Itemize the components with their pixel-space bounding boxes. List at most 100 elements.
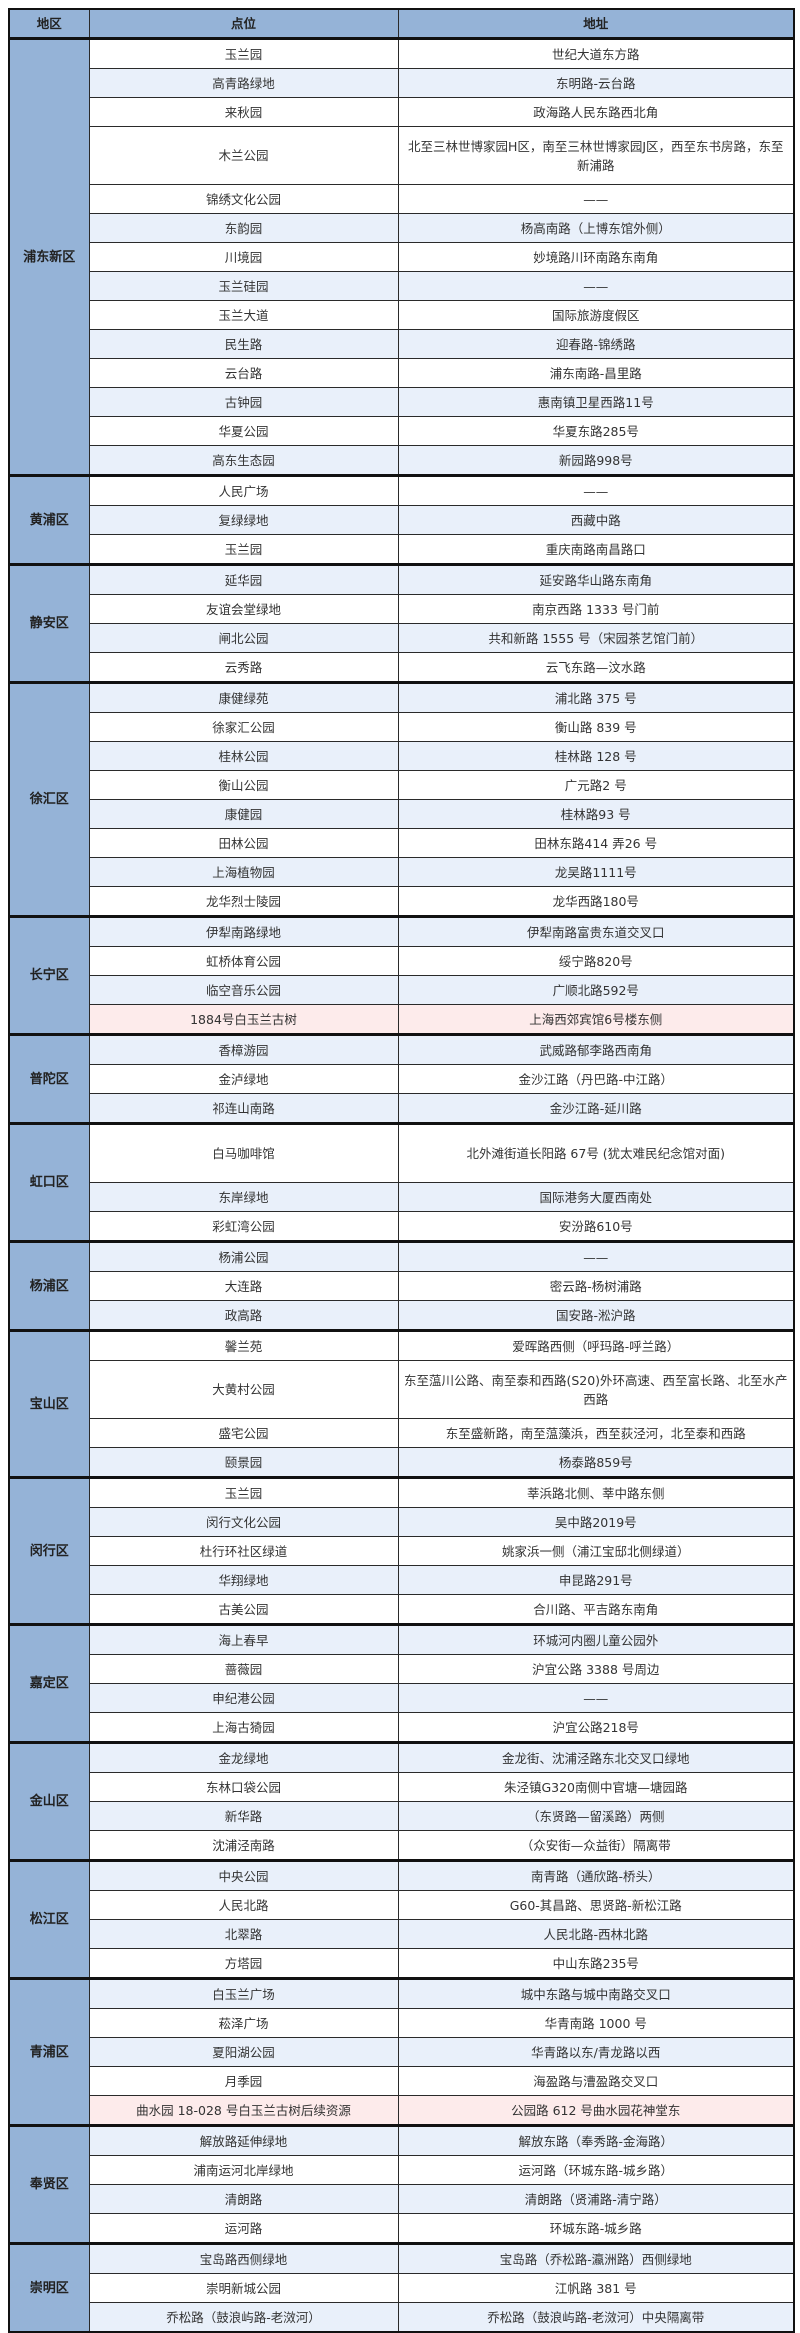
table-row: 华夏公园 华夏东路285号 xyxy=(9,416,795,446)
table-row: 东韵园 杨高南路（上博东馆外侧） xyxy=(9,213,795,243)
point-cell: 虹桥体育公园 xyxy=(88,946,399,976)
point-cell: 清朗路 xyxy=(88,2184,399,2214)
address-cell: 桂林路 128 号 xyxy=(397,741,795,771)
address-cell: 伊犁南路富贵东道交叉口 xyxy=(397,915,795,947)
address-cell: 东至蕰川公路、南至泰和西路(S20)外环高速、西至富长路、北至水产西路 xyxy=(397,1360,795,1419)
address-cell: 惠南镇卫星西路11号 xyxy=(397,387,795,417)
table-row: 北翠路 人民北路-西林北路 xyxy=(9,1919,795,1949)
point-cell: 香樟游园 xyxy=(88,1033,399,1065)
point-cell: 衡山公园 xyxy=(88,770,399,800)
address-cell: （东贤路—留溪路）两侧 xyxy=(397,1801,795,1831)
address-cell: —— xyxy=(397,271,795,301)
point-cell: 馨兰苑 xyxy=(88,1329,399,1361)
header-region: 地区 xyxy=(8,8,90,40)
table-body: 浦东新区 玉兰园 世纪大道东方路 高青路绿地 东明路-云台路 来秋园 政海路人民东路西北角木… xyxy=(8,38,795,2333)
point-cell: 沈浦泾南路 xyxy=(88,1830,399,1861)
table-row: 新华路 （东贤路—留溪路）两侧 xyxy=(9,1801,795,1831)
address-cell: 环城东路-城乡路 xyxy=(397,2213,795,2244)
region-cell: 黄浦区 xyxy=(8,474,90,565)
point-cell: 杨浦公园 xyxy=(88,1240,399,1272)
point-cell: 临空音乐公园 xyxy=(88,975,399,1005)
point-cell: 桂林公园 xyxy=(88,741,399,771)
address-cell: 迎春路-锦绣路 xyxy=(397,329,795,359)
table-row: 高东生态园 新园路998号 xyxy=(9,445,795,476)
table-row: 康健园 桂林路93 号 xyxy=(9,799,795,829)
point-cell: 人民广场 xyxy=(88,474,399,506)
point-cell: 高青路绿地 xyxy=(88,68,399,98)
point-cell: 伊犁南路绿地 xyxy=(88,915,399,947)
point-cell: 古美公园 xyxy=(88,1594,399,1625)
point-cell: 中央公园 xyxy=(88,1859,399,1891)
table-row: 崇明新城公园 江帆路 381 号 xyxy=(9,2273,795,2303)
point-cell: 乔松路（鼓浪屿路-老滧河） xyxy=(88,2302,399,2333)
region-cell: 长宁区 xyxy=(8,915,90,1035)
point-cell: 政高路 xyxy=(88,1300,399,1331)
address-cell: 浦东南路-昌里路 xyxy=(397,358,795,388)
address-cell: 中山东路235号 xyxy=(397,1948,795,1979)
point-cell: 崇明新城公园 xyxy=(88,2273,399,2303)
table-row: 玉兰大道 国际旅游度假区 xyxy=(9,300,795,330)
address-cell: 人民北路-西林北路 xyxy=(397,1919,795,1949)
table-row: 奉贤区 解放路延伸绿地 解放东路（奉秀路-金海路） xyxy=(8,2124,795,2244)
table-row: 月季园 海盈路与漕盈路交叉口 xyxy=(9,2066,795,2096)
address-cell: 莘浜路北侧、莘中路东侧 xyxy=(397,1476,795,1508)
point-cell: 夏阳湖公园 xyxy=(88,2037,399,2067)
table-row: 嘉定区 海上春早 环城河内圈儿童公园外 xyxy=(8,1623,795,1743)
address-cell: 华夏东路285号 xyxy=(397,416,795,446)
table-row: 大黄村公园 东至蕰川公路、南至泰和西路(S20)外环高速、西至富长路、北至水产西路 xyxy=(9,1360,795,1419)
table-row: 上海植物园 龙吴路1111号 xyxy=(9,857,795,887)
address-cell: 南京西路 1333 号门前 xyxy=(397,594,795,624)
address-cell: 申昆路291号 xyxy=(397,1565,795,1595)
address-cell: G60-其昌路、思贤路-新松江路 xyxy=(397,1890,795,1920)
point-cell: 玉兰园 xyxy=(88,534,399,565)
point-cell: 杜行环社区绿道 xyxy=(88,1536,399,1566)
address-cell: 宝岛路（乔松路-瀛洲路）西侧绿地 xyxy=(397,2242,795,2274)
table-row: 闵行文化公园 吴中路2019号 xyxy=(9,1507,795,1537)
point-cell: 高东生态园 xyxy=(88,445,399,476)
region-cell: 宝山区 xyxy=(8,1329,90,1478)
address-cell: 国际旅游度假区 xyxy=(397,300,795,330)
address-cell: 华青路以东/青龙路以西 xyxy=(397,2037,795,2067)
table-row: 浦南运河北岸绿地 运河路（环城东路-城乡路） xyxy=(9,2155,795,2185)
point-cell: 玉兰大道 xyxy=(88,300,399,330)
point-cell: 玉兰园 xyxy=(88,38,399,69)
region-cell: 崇明区 xyxy=(8,2242,90,2333)
address-cell: 沪宜公路 3388 号周边 xyxy=(397,1654,795,1684)
point-cell: 方塔园 xyxy=(88,1948,399,1979)
point-cell: 申纪港公园 xyxy=(88,1683,399,1713)
point-cell: 古钟园 xyxy=(88,387,399,417)
address-cell: 运河路（环城东路-城乡路） xyxy=(397,2155,795,2185)
address-cell: 江帆路 381 号 xyxy=(397,2273,795,2303)
table-header-row: 地区 点位 地址 xyxy=(8,8,795,40)
address-cell: —— xyxy=(397,184,795,214)
table-row: 桂林公园 桂林路 128 号 xyxy=(9,741,795,771)
point-cell: 金龙绿地 xyxy=(88,1741,399,1773)
table-row: 虹口区 白马咖啡馆 北外滩街道长阳路 67号 (犹太难民纪念馆对面) xyxy=(8,1122,795,1242)
address-cell: 绥宁路820号 xyxy=(397,946,795,976)
point-cell: 解放路延伸绿地 xyxy=(88,2124,399,2156)
point-cell: 东林口袋公园 xyxy=(88,1772,399,1802)
table-row: 长宁区 伊犁南路绿地 伊犁南路富贵东道交叉口 xyxy=(8,915,795,1035)
table-row: 申纪港公园 —— xyxy=(9,1683,795,1713)
address-cell: 新园路998号 xyxy=(397,445,795,476)
table-row: 龙华烈士陵园 龙华西路180号 xyxy=(9,886,795,917)
point-cell: 月季园 xyxy=(88,2066,399,2096)
address-cell: 北外滩街道长阳路 67号 (犹太难民纪念馆对面) xyxy=(397,1122,795,1183)
region-cell: 静安区 xyxy=(8,563,90,683)
region-cell: 虹口区 xyxy=(8,1122,90,1242)
point-cell: 祁连山南路 xyxy=(88,1093,399,1124)
address-cell: 重庆南路南昌路口 xyxy=(397,534,795,565)
table-row: 东林口袋公园 朱泾镇G320南侧中官塘—塘园路 xyxy=(9,1772,795,1802)
address-cell: 东明路-云台路 xyxy=(397,68,795,98)
table-row: 曲水园 18-028 号白玉兰古树后续资源 公园路 612 号曲水园花神堂东 xyxy=(9,2095,795,2126)
region-cell: 浦东新区 xyxy=(8,38,90,476)
table-row: 夏阳湖公园 华青路以东/青龙路以西 xyxy=(9,2037,795,2067)
point-cell: 东韵园 xyxy=(88,213,399,243)
point-cell: 华翔绿地 xyxy=(88,1565,399,1595)
address-cell: 浦北路 375 号 xyxy=(397,681,795,713)
table-row: 乔松路（鼓浪屿路-老滧河） 乔松路（鼓浪屿路-老滧河）中央隔离带 xyxy=(9,2302,795,2333)
address-cell: 云飞东路—汶水路 xyxy=(397,652,795,683)
address-cell: 武威路郁李路西南角 xyxy=(397,1033,795,1065)
point-cell: 蔷薇园 xyxy=(88,1654,399,1684)
table-row: 云台路 浦东南路-昌里路 xyxy=(9,358,795,388)
